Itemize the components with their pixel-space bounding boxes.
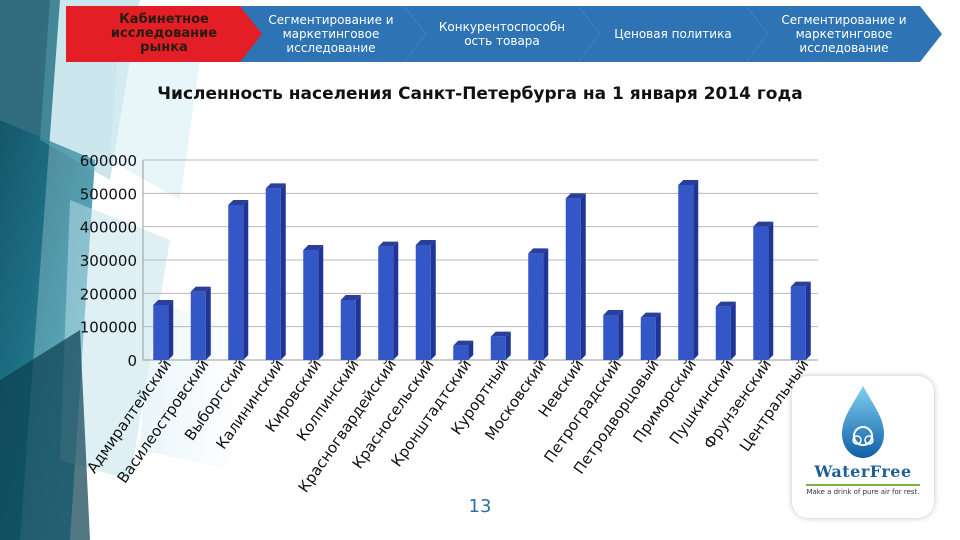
bar-top xyxy=(303,245,324,250)
tab-label: Ценовая политика xyxy=(614,27,732,41)
bar-top xyxy=(265,183,286,189)
tab-market-research[interactable]: Кабинетное исследование рынка xyxy=(66,6,262,62)
bar-side xyxy=(655,312,661,360)
bar-top xyxy=(153,300,174,305)
bar-side xyxy=(468,340,474,360)
y-tick-label: 100000 xyxy=(80,319,137,337)
bar xyxy=(190,291,206,360)
chart-title: Численность населения Санкт-Петербурга н… xyxy=(157,84,803,104)
bar-side xyxy=(505,331,511,360)
bar-top xyxy=(790,281,811,287)
logo-name: WaterFree xyxy=(814,462,912,481)
tab-label: Кабинетное исследование рынка xyxy=(110,12,218,55)
bar xyxy=(453,345,469,360)
bar-side xyxy=(355,295,361,360)
water-drop-icon xyxy=(842,386,884,458)
bar-top xyxy=(678,180,699,185)
bar-top xyxy=(228,200,249,205)
tab-label: Сегментирование и маркетинговое исследов… xyxy=(781,13,907,55)
bar xyxy=(640,317,656,360)
y-tick-label: 300000 xyxy=(80,252,137,270)
bar-side xyxy=(243,200,249,360)
bar xyxy=(528,253,544,360)
bar-side xyxy=(730,301,736,360)
bar-top xyxy=(715,301,736,307)
bar xyxy=(715,306,731,360)
bar-top xyxy=(753,221,774,227)
bar-top xyxy=(415,240,436,245)
waterfree-logo: WaterFree Make a drink of pure air for r… xyxy=(792,376,934,518)
tab-shape xyxy=(578,6,768,62)
bar-top xyxy=(190,286,211,292)
bar xyxy=(378,246,394,360)
bar xyxy=(603,315,619,360)
logo-tagline: Make a drink of pure air for rest. xyxy=(806,488,920,496)
bar xyxy=(753,226,769,360)
tab-shape xyxy=(404,6,600,62)
page-number: 13 xyxy=(468,496,492,517)
bar xyxy=(265,188,281,360)
bar-top xyxy=(640,312,661,318)
bar-top xyxy=(340,295,361,300)
bar-side xyxy=(430,240,436,360)
bar-top xyxy=(565,193,586,199)
bar-side xyxy=(280,183,286,360)
bar-side xyxy=(543,248,549,360)
tab-shape xyxy=(746,6,942,62)
tab-segmentation[interactable]: Сегментирование и маркетинговое исследов… xyxy=(236,6,426,62)
bar xyxy=(565,198,581,360)
tab-pricing-policy[interactable]: Ценовая политика xyxy=(578,6,768,62)
y-tick-label: 400000 xyxy=(80,219,137,237)
bar-top xyxy=(490,331,511,337)
tab-shape xyxy=(66,6,262,62)
logo-divider xyxy=(806,484,920,486)
bar-side xyxy=(168,300,174,360)
bar-side xyxy=(205,286,211,360)
bar xyxy=(790,286,806,360)
bar xyxy=(228,205,244,360)
bar-top xyxy=(528,248,549,254)
y-tick-label: 600000 xyxy=(80,152,137,170)
tab-label: Конкурентоспособн ость товара xyxy=(438,20,566,48)
bar xyxy=(303,250,319,360)
bar-side xyxy=(693,180,699,360)
bar xyxy=(340,300,356,360)
bar xyxy=(678,185,694,360)
bar xyxy=(490,336,506,360)
bar-top xyxy=(603,310,624,315)
bar-side xyxy=(768,221,774,360)
bar-side xyxy=(393,241,399,360)
y-tick-label: 500000 xyxy=(80,185,137,203)
tab-shape xyxy=(236,6,426,62)
bar-side xyxy=(805,281,811,360)
tab-label: Сегментирование и маркетинговое исследов… xyxy=(268,13,394,55)
bar xyxy=(415,245,431,360)
bar-top xyxy=(453,340,474,346)
bar-side xyxy=(618,310,624,360)
tab-segmentation-2[interactable]: Сегментирование и маркетинговое исследов… xyxy=(746,6,942,62)
y-tick-label: 200000 xyxy=(80,285,137,303)
tab-competitiveness[interactable]: Конкурентоспособн ость товара xyxy=(404,6,600,62)
bar-side xyxy=(318,245,324,360)
y-tick-label: 0 xyxy=(127,352,137,370)
bar xyxy=(153,305,169,360)
bar-side xyxy=(580,193,586,360)
bar-top xyxy=(378,241,399,247)
